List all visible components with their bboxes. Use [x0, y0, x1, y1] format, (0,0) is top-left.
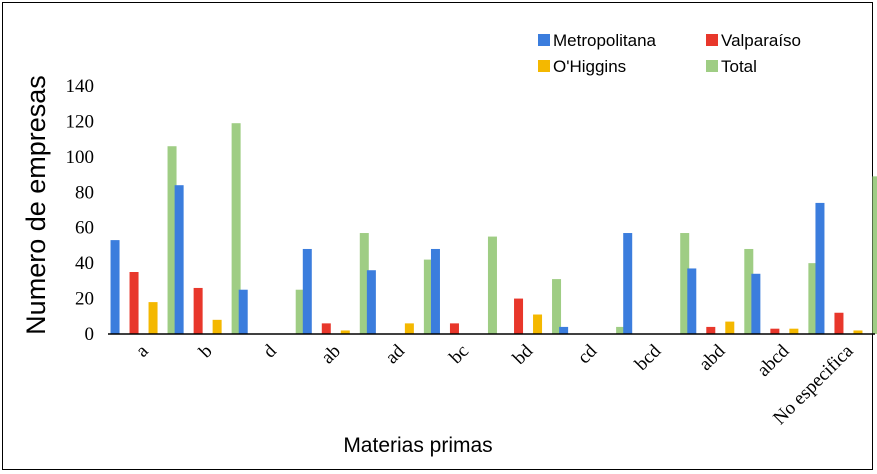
y-tick-label: 140 [66, 76, 95, 97]
bar-valpara-so-bc [449, 323, 459, 334]
bar-metropolitana-ad [366, 270, 376, 334]
x-tick-label: a [132, 340, 153, 361]
x-tick-label: b [195, 341, 217, 363]
x-tick-label: abd [695, 340, 730, 375]
x-axis-label: Materias primas [343, 434, 492, 457]
x-tick-label: bd [509, 340, 538, 369]
bar-metropolitana-cd [559, 326, 569, 334]
x-tick-label: d [259, 340, 281, 362]
bar-valpara-so-b [193, 287, 203, 334]
bar-valpara-so-bd [514, 298, 524, 334]
bar-metropolitana-bcd [623, 233, 633, 334]
x-tick-label: abcd [753, 340, 794, 381]
bar-total-bcd [680, 233, 690, 334]
bar-valpara-so-a [129, 272, 139, 334]
bar-total-abcd [808, 263, 818, 334]
bar-metropolitana-abcd [751, 273, 761, 334]
y-tick-label: 40 [75, 253, 94, 274]
plot-area [110, 123, 877, 334]
bar-total-abd [744, 248, 754, 334]
bar-o-higgins-a [148, 302, 158, 334]
bar-total-b [231, 123, 241, 334]
legend-label: Total [721, 57, 757, 76]
bar-total-ab [359, 233, 369, 334]
x-tick-label: ab [317, 341, 345, 369]
bar-metropolitana-bc [430, 248, 440, 334]
y-axis-ticks: 0 20 40 60 80 100 120 140 [66, 76, 95, 345]
y-tick-label: 100 [66, 147, 95, 168]
bar-o-higgins-abcd [789, 328, 799, 334]
bar-valpara-so-abd [706, 326, 716, 334]
bar-total-cd [616, 326, 626, 334]
y-axis-label: Numero de empresas [21, 75, 51, 335]
legend-swatch [706, 34, 718, 46]
y-tick-label: 120 [66, 111, 95, 132]
bar-total-ad [423, 259, 433, 334]
legend-label: O'Higgins [553, 57, 626, 76]
x-tick-label: ad [381, 340, 409, 368]
bar-metropolitana-ab [302, 248, 312, 334]
bar-valpara-so-no-especifica [834, 312, 844, 334]
y-tick-label: 20 [75, 289, 94, 310]
bar-total-a [167, 146, 177, 334]
legend-swatch [538, 34, 550, 46]
bar-total-no-especifica [872, 176, 877, 334]
bar-metropolitana-b [174, 185, 184, 334]
bar-metropolitana-no-especifica [815, 202, 825, 334]
legend-label: Valparaíso [721, 31, 801, 50]
bar-o-higgins-no-especifica [853, 330, 863, 334]
legend-swatch [706, 60, 718, 72]
bar-o-higgins-b [212, 319, 222, 334]
bar-valpara-so-abcd [770, 328, 780, 334]
bar-total-bd [552, 279, 562, 334]
bar-o-higgins-bd [533, 314, 543, 334]
bar-o-higgins-abd [725, 321, 735, 334]
bar-total-bc [487, 236, 497, 334]
x-tick-label: bc [445, 341, 473, 369]
legend-label: Metropolitana [553, 31, 657, 50]
bar-valpara-so-ab [321, 323, 331, 334]
bar-o-higgins-ad [404, 323, 414, 334]
x-tick-label: bcd [631, 340, 666, 375]
bar-total-d [295, 289, 305, 334]
bar-metropolitana-abd [687, 268, 697, 334]
y-tick-label: 80 [75, 182, 94, 203]
y-tick-label: 60 [75, 218, 94, 239]
bar-metropolitana-a [110, 240, 120, 334]
x-tick-label: cd [574, 340, 602, 368]
legend-swatch [538, 60, 550, 72]
bar-metropolitana-d [238, 289, 248, 334]
bar-o-higgins-ab [340, 330, 350, 334]
legend: Metropolitana Valparaíso O'Higgins Total [538, 31, 801, 76]
y-tick-label: 0 [85, 324, 95, 345]
